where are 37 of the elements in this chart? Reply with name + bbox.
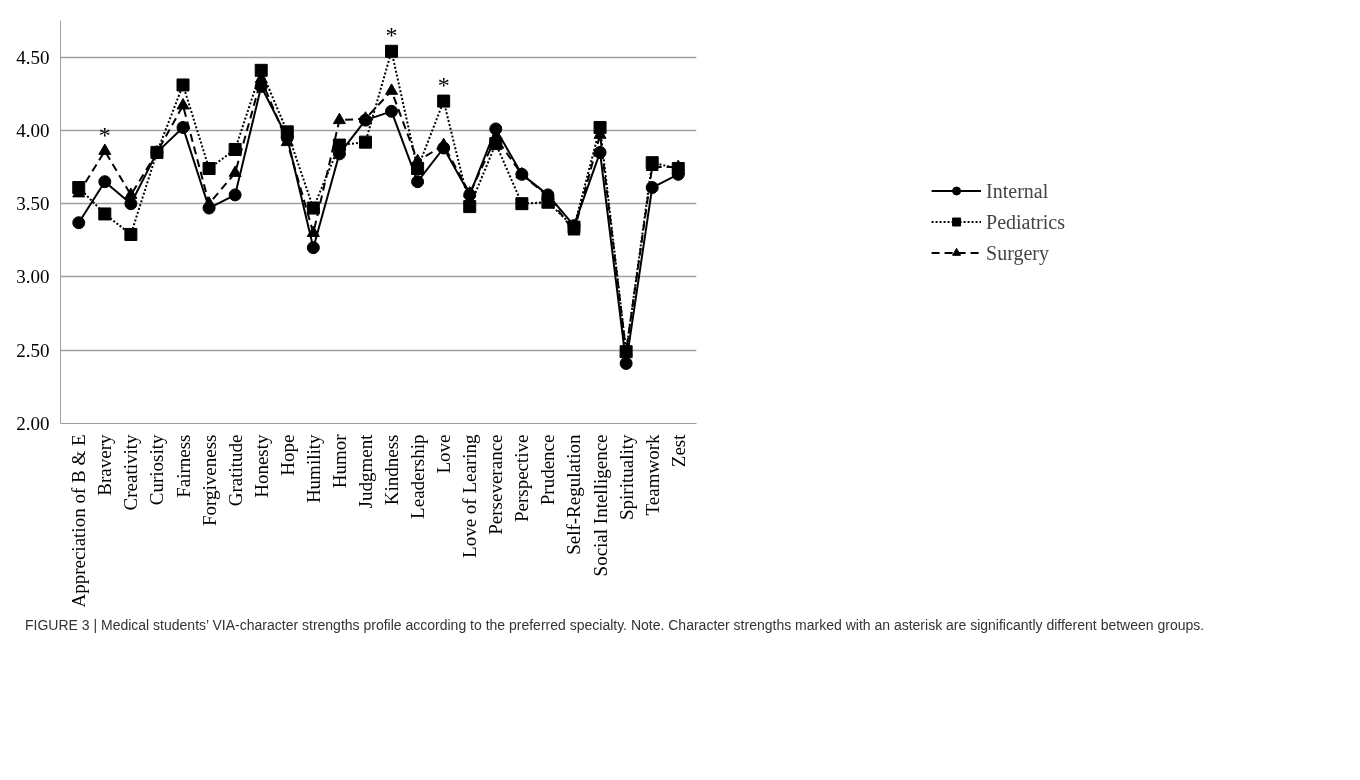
x-tick-label: Gratitude [224, 434, 246, 507]
x-tick-label: Curiosity [146, 434, 168, 506]
x-tick-label: Self-Regulation [563, 434, 585, 555]
legend-label: Surgery [986, 241, 1050, 264]
x-tick-label: Honesty [250, 434, 272, 498]
x-tick-label: Zest [667, 433, 689, 468]
x-tick-label: Social Intelligence [589, 434, 611, 577]
annotation: * [385, 22, 398, 49]
x-tick-label: Leadership [407, 434, 429, 519]
x-tick-label: Bravery [94, 434, 116, 496]
x-tick-label: Love [433, 434, 455, 474]
y-tick-label: 2.00 [16, 413, 50, 434]
legend-label: Pediatrics [986, 210, 1065, 233]
x-tick-label: Love of Learing [459, 434, 481, 558]
y-tick-label: 4.50 [16, 46, 50, 68]
x-tick-label: Fairness [172, 434, 194, 498]
x-tick-label: Forgiveness [198, 434, 220, 526]
y-tick-label: 3.50 [16, 193, 50, 215]
x-tick-label: Prudence [537, 434, 559, 506]
y-tick-label: 2.50 [16, 339, 50, 361]
x-tick-label: Appreciation of B & E [68, 434, 90, 608]
x-tick-label: Humor [328, 433, 350, 489]
x-tick-label: Perseverance [485, 434, 507, 535]
legend-label: Internal [986, 179, 1049, 202]
x-tick-label: Perspective [511, 434, 533, 523]
x-tick-label: Teamwork [641, 434, 663, 516]
annotation: * [437, 72, 450, 99]
x-tick-label: Hope [276, 434, 298, 476]
x-tick-label: Judgment [354, 433, 376, 509]
annotation: * [98, 121, 111, 148]
x-tick-label: Kindness [381, 434, 403, 506]
x-tick-label: Humility [302, 434, 324, 504]
x-tick-label: Creativity [120, 434, 142, 511]
x-tick-label: Spirituality [615, 434, 637, 520]
caption: FIGURE 3 | Medical students’ VIA-character strengths profile according to the preferred specialty. Note. Character strengths marked with an asterisk are significantly different between groups. [24, 616, 1205, 635]
y-tick-label: 3.00 [16, 266, 50, 288]
y-tick-label: 4.00 [16, 119, 50, 141]
